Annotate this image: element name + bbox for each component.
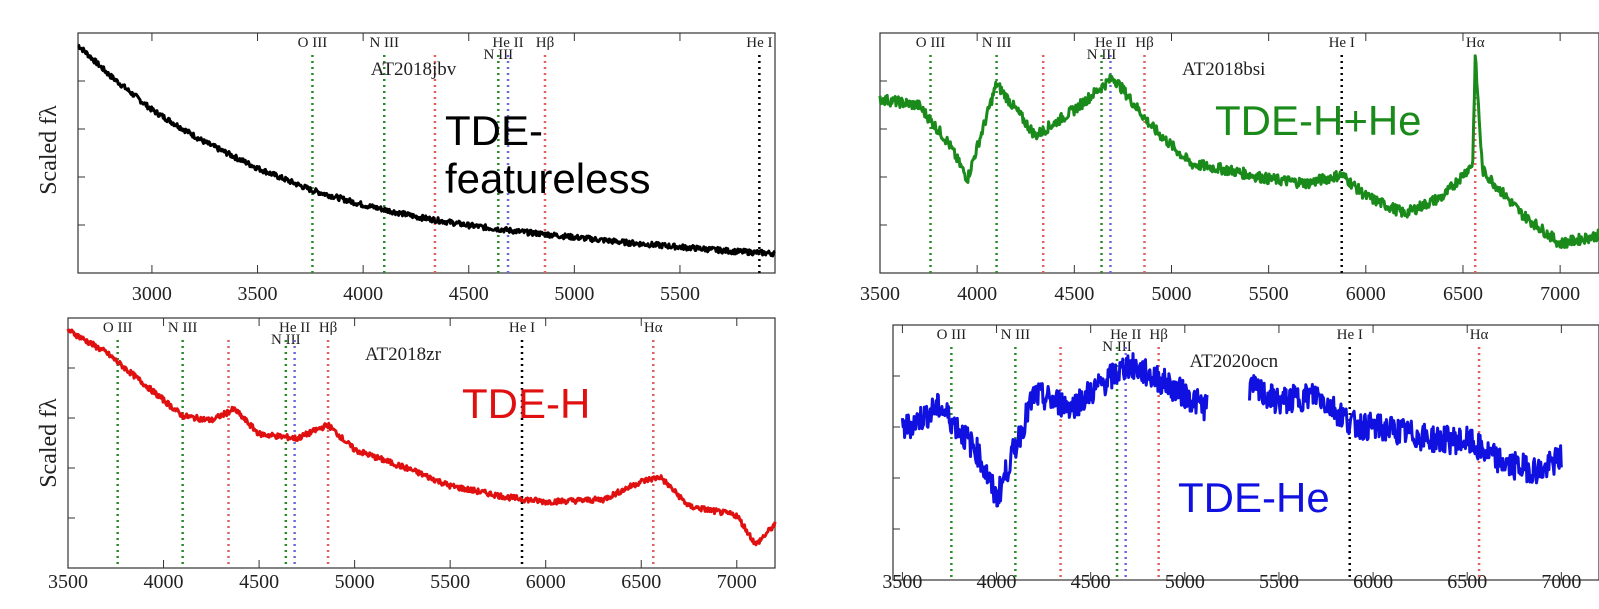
x-tick-label: 4000 xyxy=(977,571,1017,593)
x-tick-label: 5000 xyxy=(554,283,594,305)
x-tick-label: 5000 xyxy=(1151,283,1191,305)
class-label: TDE- xyxy=(445,107,543,154)
line-marker-label: N III xyxy=(982,35,1012,51)
line-marker-label: He I xyxy=(509,320,535,336)
object-name: AT2018zr xyxy=(365,344,442,365)
x-tick-label: 5000 xyxy=(335,571,375,593)
x-tick-label: 3500 xyxy=(48,571,88,593)
line-marker-label: He II xyxy=(1110,327,1141,343)
line-marker-label: Hα xyxy=(1466,35,1485,51)
x-tick-label: 5500 xyxy=(1249,283,1289,305)
line-marker-label: He I xyxy=(746,35,772,51)
line-marker-label: N III xyxy=(1001,327,1031,343)
x-tick-label: 4500 xyxy=(1071,571,1111,593)
plot-frame xyxy=(892,324,1599,581)
x-tick-label: 6500 xyxy=(621,571,661,593)
object-name: AT2018bsi xyxy=(1182,59,1265,80)
plot-frame xyxy=(879,32,1599,274)
x-tick-label: 5500 xyxy=(660,283,700,305)
line-marker-label: He I xyxy=(1329,35,1355,51)
y-axis-label: Scaled fλ xyxy=(36,105,62,195)
line-marker-label: N III xyxy=(369,35,399,51)
line-marker-label: O III xyxy=(103,320,133,336)
line-marker-label: He II xyxy=(1095,35,1126,51)
line-marker-label: O III xyxy=(298,35,328,51)
x-tick-label: 3500 xyxy=(238,283,278,305)
line-marker-label: Hβ xyxy=(319,320,337,336)
x-tick-label: 4500 xyxy=(449,283,489,305)
line-marker-label: Hα xyxy=(644,320,663,336)
line-marker-label: Hβ xyxy=(536,35,554,51)
spectrum-line xyxy=(900,352,1563,508)
panel-at2020ocn: 3500 4000 4500 5000 5500 6000 6500 7000 O III N I… xyxy=(882,324,1599,593)
x-tick-label: 3500 xyxy=(882,571,922,593)
x-tick-label: 4000 xyxy=(343,283,383,305)
x-tick-label: 5500 xyxy=(430,571,470,593)
plot-frame xyxy=(77,32,776,274)
y-axis-label: Scaled fλ xyxy=(36,398,62,488)
line-marker-label: He II xyxy=(279,320,310,336)
x-tick-label: 4000 xyxy=(144,571,184,593)
class-label: TDE-H+He xyxy=(1215,97,1422,144)
panel-at2018bsi: 3500 4000 4500 5000 5500 6000 6500 7000 O III N I… xyxy=(860,32,1599,305)
line-marker-label: N III xyxy=(168,320,198,336)
x-tick-label: 6000 xyxy=(1346,283,1386,305)
class-label: TDE-He xyxy=(1178,474,1330,521)
spectrum-line xyxy=(878,54,1599,249)
spectrum-line xyxy=(66,328,777,547)
x-tick-label: 4500 xyxy=(239,571,279,593)
panel-at2018jbv: 3000 3500 4000 4500 5000 5500 Scaled fλ O III N … xyxy=(36,32,776,305)
x-tick-label: 7000 xyxy=(717,571,757,593)
x-tick-label: 6000 xyxy=(526,571,566,593)
x-tick-label: 6500 xyxy=(1447,571,1487,593)
x-tick-label: 4000 xyxy=(957,283,997,305)
line-marker-label: He II xyxy=(492,35,523,51)
class-label: TDE-H xyxy=(462,380,590,427)
x-tick-label: 5500 xyxy=(1259,571,1299,593)
line-marker-label: N III xyxy=(484,47,514,63)
x-tick-label: 6000 xyxy=(1353,571,1393,593)
x-tick-label: 7000 xyxy=(1541,571,1581,593)
x-tick-label: 7000 xyxy=(1540,283,1580,305)
plot-frame xyxy=(67,317,776,569)
spectrum-line xyxy=(77,43,776,258)
object-name: AT2020ocn xyxy=(1190,351,1279,372)
panel-at2018zr: 3500 4000 4500 5000 5500 6000 6500 7000 Scaled f… xyxy=(36,317,777,593)
line-marker-label: Hα xyxy=(1470,327,1489,343)
x-tick-label: 6500 xyxy=(1443,283,1483,305)
x-tick-label: 4500 xyxy=(1054,283,1094,305)
line-marker-label: Hβ xyxy=(1135,35,1153,51)
x-tick-label: 3500 xyxy=(860,283,900,305)
object-name: AT2018jbv xyxy=(371,59,457,80)
line-marker-label: N III xyxy=(1102,339,1132,355)
x-tick-label: 3000 xyxy=(132,283,172,305)
line-marker-label: He I xyxy=(1337,327,1363,343)
line-marker-label: N III xyxy=(1087,47,1117,63)
line-marker-label: N III xyxy=(271,332,301,348)
class-label: featureless xyxy=(445,155,650,202)
x-tick-label: 5000 xyxy=(1165,571,1205,593)
line-marker-label: O III xyxy=(916,35,946,51)
line-marker-label: O III xyxy=(937,327,967,343)
line-marker-label: Hβ xyxy=(1149,327,1167,343)
